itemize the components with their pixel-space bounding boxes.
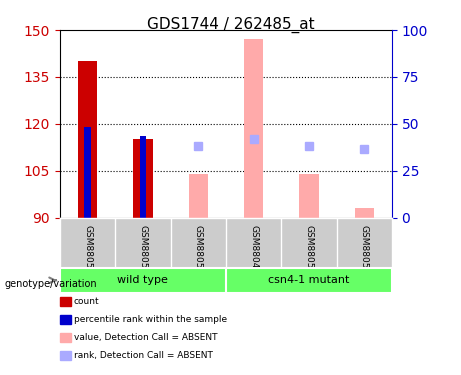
Text: GSM88050: GSM88050 <box>304 225 313 274</box>
Bar <box>244 39 263 218</box>
Text: GSM88049: GSM88049 <box>249 225 258 274</box>
Text: percentile rank within the sample: percentile rank within the sample <box>74 315 227 324</box>
Bar <box>299 174 319 217</box>
Text: GSM88055: GSM88055 <box>83 225 92 274</box>
Text: GSM88056: GSM88056 <box>138 225 148 274</box>
Bar <box>189 174 208 217</box>
Bar <box>140 136 146 218</box>
Bar <box>133 140 153 218</box>
Bar <box>355 208 374 218</box>
Bar <box>78 61 97 217</box>
Text: count: count <box>74 297 100 306</box>
Text: value, Detection Call = ABSENT: value, Detection Call = ABSENT <box>74 333 217 342</box>
Bar <box>84 127 91 218</box>
Text: GSM88051: GSM88051 <box>360 225 369 274</box>
Text: rank, Detection Call = ABSENT: rank, Detection Call = ABSENT <box>74 351 213 360</box>
Text: GDS1744 / 262485_at: GDS1744 / 262485_at <box>147 17 314 33</box>
Text: GSM88057: GSM88057 <box>194 225 203 274</box>
Text: wild type: wild type <box>118 275 168 285</box>
Text: csn4-1 mutant: csn4-1 mutant <box>268 275 349 285</box>
Text: genotype/variation: genotype/variation <box>5 279 97 289</box>
